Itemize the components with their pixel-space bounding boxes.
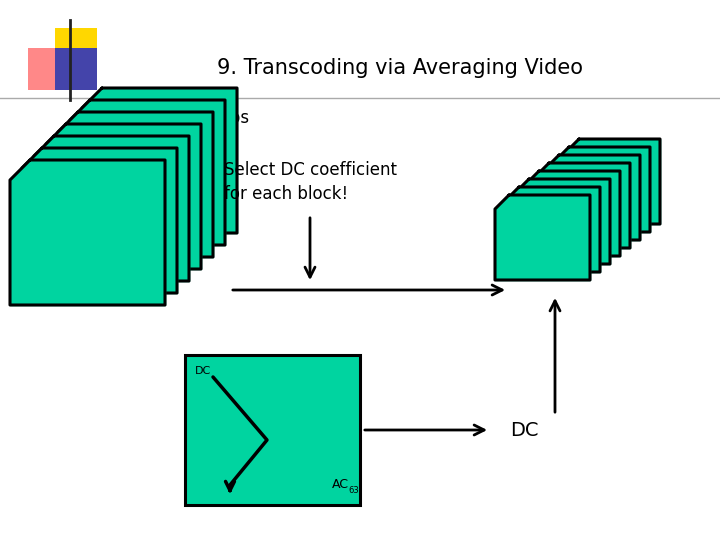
Polygon shape xyxy=(515,179,610,264)
Polygon shape xyxy=(70,100,225,245)
Bar xyxy=(185,355,360,505)
Polygon shape xyxy=(22,148,177,293)
Polygon shape xyxy=(545,155,640,240)
Text: Select DC coefficient
for each block!: Select DC coefficient for each block! xyxy=(223,161,397,203)
Polygon shape xyxy=(10,160,165,305)
Text: DC: DC xyxy=(510,421,539,440)
Polygon shape xyxy=(495,195,590,280)
Polygon shape xyxy=(505,187,600,272)
Text: Averaging Videos: Averaging Videos xyxy=(105,109,249,127)
Polygon shape xyxy=(525,171,620,256)
Polygon shape xyxy=(535,163,630,248)
Bar xyxy=(55,48,97,90)
Polygon shape xyxy=(82,88,237,233)
Polygon shape xyxy=(58,112,213,257)
Bar xyxy=(28,48,70,90)
Text: 63: 63 xyxy=(348,486,359,495)
Polygon shape xyxy=(34,136,189,281)
Polygon shape xyxy=(565,139,660,224)
Text: DC: DC xyxy=(195,366,211,376)
Text: 9. Transcoding via Averaging Video: 9. Transcoding via Averaging Video xyxy=(217,58,583,78)
Text: AC: AC xyxy=(332,478,349,491)
Bar xyxy=(55,28,97,66)
Polygon shape xyxy=(46,124,201,269)
Polygon shape xyxy=(555,147,650,232)
